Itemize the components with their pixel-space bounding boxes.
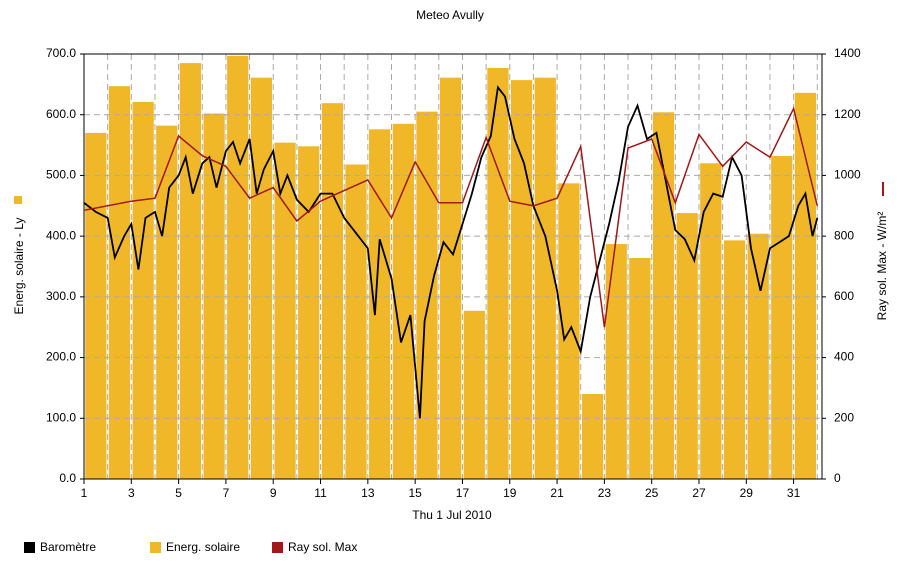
- bar: [723, 240, 746, 479]
- bar: [652, 112, 675, 480]
- y2-tick-label: 200: [834, 410, 854, 424]
- legend-label: Baromètre: [40, 540, 96, 554]
- bar: [274, 142, 296, 479]
- y-tick-label: 300.0: [46, 289, 76, 303]
- y2-tick-label: 0: [834, 471, 841, 485]
- bar: [439, 77, 462, 479]
- y2-tick-label: 1200: [834, 107, 861, 121]
- legend-label: Energ. solaire: [166, 540, 240, 554]
- y2-tick-label: 800: [834, 228, 854, 242]
- bar: [250, 77, 273, 479]
- chart-title: Meteo Avully: [416, 8, 484, 22]
- x-tick-label: 29: [740, 486, 754, 500]
- bar: [629, 258, 651, 479]
- y-tick-label: 500.0: [46, 168, 76, 182]
- bar: [227, 55, 249, 479]
- y2-tick-label: 1000: [834, 168, 861, 182]
- x-tick-label: 21: [550, 486, 564, 500]
- y-tick-label: 200.0: [46, 350, 76, 364]
- bar: [463, 310, 485, 479]
- bar: [369, 129, 391, 480]
- y-tick-label: 600.0: [46, 107, 76, 121]
- line: [83, 106, 819, 328]
- bar: [416, 111, 438, 479]
- bar: [321, 103, 344, 479]
- bar: [156, 125, 178, 480]
- y-tick-label: 400.0: [46, 228, 76, 242]
- y-tick-label: 0.0: [59, 471, 76, 485]
- x-tick-label: 9: [270, 486, 277, 500]
- line: [83, 85, 819, 419]
- y-tick-label: 100.0: [46, 410, 76, 424]
- bar: [700, 163, 722, 480]
- bar: [345, 164, 367, 479]
- legend-label: Ray sol. Max: [288, 540, 357, 554]
- x-tick-label: 27: [692, 486, 706, 500]
- y2-axis-label: Ray sol. Max - W/m²: [875, 212, 889, 321]
- y2-tick-label: 400: [834, 350, 854, 364]
- bar: [605, 244, 627, 479]
- bar: [179, 63, 202, 479]
- y-axis-swatch: [14, 196, 22, 204]
- x-tick-label: 1: [81, 486, 88, 500]
- x-tick-label: 19: [503, 486, 517, 500]
- bar: [771, 156, 793, 479]
- bar: [108, 86, 131, 479]
- bar: [132, 101, 154, 479]
- bar: [534, 77, 556, 479]
- bar: [85, 132, 107, 479]
- x-tick-label: 23: [598, 486, 612, 500]
- bar: [392, 123, 414, 480]
- y-axis-label: Energ. solaire - Ly: [12, 218, 26, 315]
- y2-tick-label: 600: [834, 289, 854, 303]
- bar: [203, 113, 225, 479]
- x-tick-label: 5: [175, 486, 182, 500]
- x-tick-label: 3: [128, 486, 135, 500]
- legend-swatch: [24, 542, 35, 553]
- x-tick-label: 13: [361, 486, 375, 500]
- x-tick-label: 25: [645, 486, 659, 500]
- y-tick-label: 700.0: [46, 46, 76, 60]
- y2-tick-label: 1400: [834, 46, 861, 60]
- bar: [298, 146, 320, 480]
- bar: [794, 92, 817, 479]
- legend-swatch: [150, 542, 161, 553]
- x-tick-label: 11: [314, 486, 327, 500]
- x-tick-label: 17: [456, 486, 470, 500]
- x-tick-label: 7: [223, 486, 230, 500]
- legend-swatch: [272, 542, 283, 553]
- x-tick-label: 31: [787, 486, 801, 500]
- x-tick-label: 15: [408, 486, 422, 500]
- bar: [747, 233, 769, 479]
- bar: [676, 213, 698, 480]
- x-axis-label: Thu 1 Jul 2010: [412, 508, 492, 522]
- bar: [487, 67, 509, 479]
- bar: [581, 394, 604, 479]
- plot-frame: [83, 53, 823, 480]
